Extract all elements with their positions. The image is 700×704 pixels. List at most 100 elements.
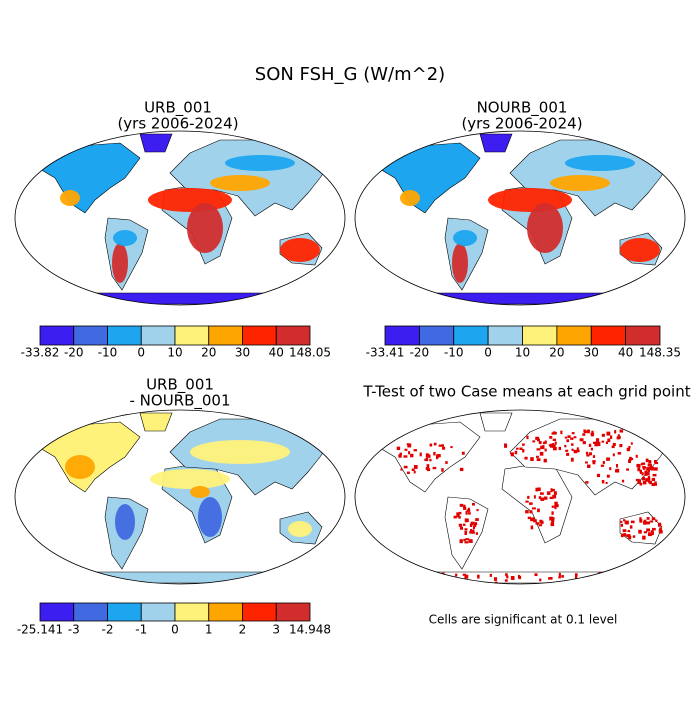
significant-cell <box>453 515 457 519</box>
significant-cell <box>616 436 621 440</box>
colorbar-box <box>140 325 176 346</box>
significant-cell <box>628 459 631 463</box>
significant-cell <box>443 579 447 582</box>
significant-cell <box>440 574 443 577</box>
significant-cell <box>530 525 534 530</box>
significant-cell <box>553 431 557 435</box>
significant-cell <box>510 452 514 457</box>
significant-cell <box>413 449 417 452</box>
panel: T-Test of two Case means at each grid po… <box>354 383 691 627</box>
significant-cell <box>620 520 623 523</box>
significant-cell <box>601 433 605 437</box>
significant-cell <box>560 430 563 435</box>
significant-cell <box>629 525 633 529</box>
significant-cell <box>532 440 536 443</box>
map-patch <box>225 155 295 171</box>
map-patch <box>113 230 137 246</box>
significant-cell <box>590 432 595 436</box>
colorbar-box <box>275 602 311 622</box>
significant-cell <box>538 524 543 527</box>
significant-cell <box>477 574 480 579</box>
significant-cell <box>544 448 547 452</box>
significant-cell <box>606 457 610 461</box>
significant-cell <box>570 457 574 462</box>
significant-cell <box>540 497 545 501</box>
significant-cell <box>571 443 574 446</box>
significant-cell <box>601 440 605 443</box>
significant-cell <box>472 526 475 530</box>
significant-cell <box>566 439 570 443</box>
significant-cell <box>623 519 626 522</box>
significant-cell <box>552 446 557 451</box>
map-patch <box>550 175 610 191</box>
significant-cell <box>580 578 584 583</box>
colorbar-box <box>590 325 627 346</box>
significant-cell <box>647 463 652 467</box>
colorbar-label: 30 <box>584 346 599 360</box>
colorbar-label: 40 <box>618 346 633 360</box>
significant-cell <box>396 446 401 451</box>
significant-cell <box>552 517 555 520</box>
significant-cell <box>441 444 445 447</box>
significant-cell <box>649 480 652 485</box>
significant-cell <box>548 444 551 447</box>
colorbar-box <box>208 325 243 346</box>
significant-cell <box>406 471 410 475</box>
colorbar-label: -20 <box>410 346 430 360</box>
map-patch <box>148 188 232 212</box>
significant-cell <box>429 443 433 447</box>
significant-cell <box>652 473 657 477</box>
significant-cell <box>651 477 656 482</box>
significant-cell <box>623 533 627 537</box>
significant-cell <box>462 573 467 576</box>
map-patch <box>280 238 320 262</box>
significant-cell <box>530 457 534 461</box>
map-patch <box>112 243 128 283</box>
significant-cell <box>470 528 473 533</box>
colorbar-label: -1 <box>135 623 147 637</box>
colorbar-label: 40 <box>269 346 284 360</box>
colorbar-box <box>625 325 661 346</box>
significant-cell <box>585 481 589 484</box>
significant-cell <box>535 455 539 458</box>
significant-cell <box>632 535 636 538</box>
continent <box>29 571 331 584</box>
significant-cell <box>645 521 650 525</box>
significant-cell <box>596 442 601 447</box>
map-patch <box>527 203 563 253</box>
significant-cell <box>654 483 658 486</box>
significant-cell <box>646 528 651 532</box>
significant-cell <box>635 478 640 482</box>
significant-cell <box>640 462 644 466</box>
colorbar-box <box>556 325 592 346</box>
significant-cell <box>433 451 436 456</box>
colorbar-label: -25.141 <box>17 623 63 637</box>
significant-cell <box>429 458 432 462</box>
panel: URB_001- NOURB_001 -25.141 -3 -2 -1 0 1 2 3 14.94… <box>14 376 346 637</box>
significant-cell <box>546 491 551 495</box>
significant-cell <box>625 520 629 525</box>
colorbar-box <box>174 602 210 622</box>
significant-cell <box>552 494 557 499</box>
colorbar-box <box>242 602 277 622</box>
significant-cell <box>464 541 469 544</box>
significant-cell <box>442 446 446 450</box>
significant-cell <box>601 479 605 484</box>
colorbar-label: 20 <box>549 346 564 360</box>
significant-cell <box>641 462 646 465</box>
significant-cell <box>582 441 586 445</box>
significant-cell <box>637 480 642 484</box>
significant-cell <box>538 441 542 445</box>
significant-cell <box>614 430 617 434</box>
significant-cell <box>643 519 647 523</box>
significant-cell <box>604 573 608 576</box>
significant-cell <box>473 524 477 528</box>
significant-cell <box>584 580 587 583</box>
significant-cell <box>466 509 471 512</box>
significant-cell <box>539 519 543 524</box>
significant-cell <box>530 517 534 522</box>
colorbar-box <box>73 325 108 346</box>
significant-cell <box>570 437 574 440</box>
significant-cell <box>585 451 589 455</box>
